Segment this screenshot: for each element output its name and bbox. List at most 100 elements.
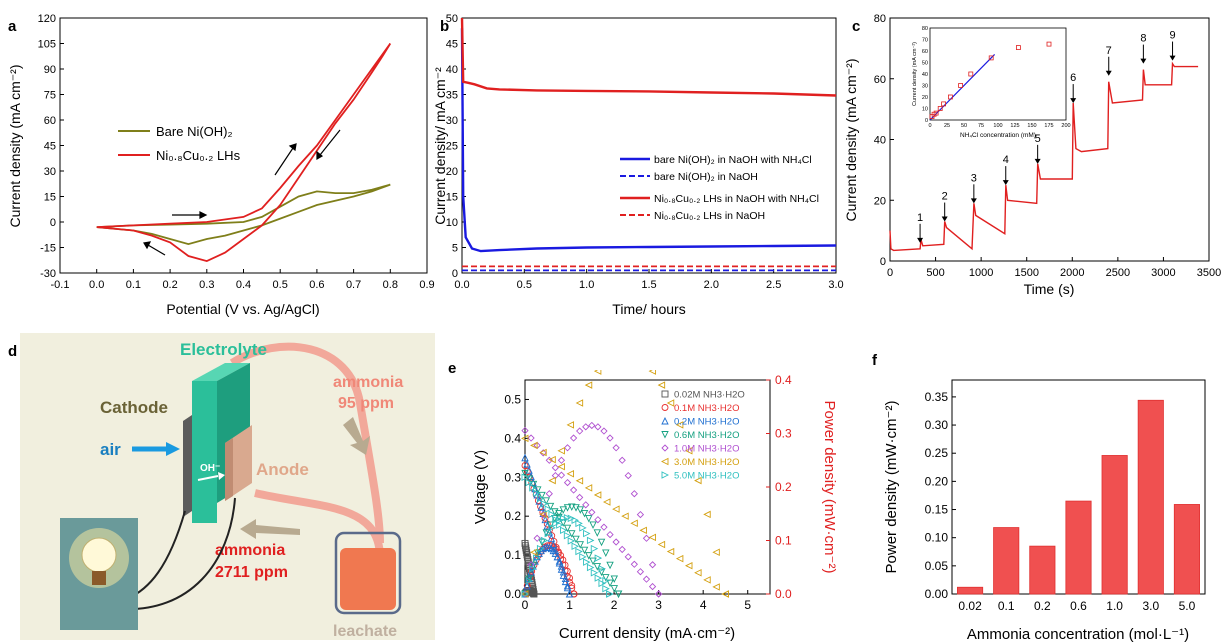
x-tick-label: 0.8 <box>383 279 398 291</box>
y2-tick-label: 0.4 <box>775 373 792 387</box>
chart-a: -0.1 0.0 0.1 0.2 0.3 0.4 0.5 0.6 0.7 0.8 0.9 -30 -15… <box>7 13 435 317</box>
x-tick-label: 0.3 <box>199 279 214 291</box>
power-point-5 <box>624 471 632 480</box>
inset-point <box>1046 41 1052 47</box>
inset-point <box>937 106 943 111</box>
wire-anode <box>119 497 236 611</box>
voltage-point-7 <box>548 510 556 519</box>
voltage-point-3 <box>537 503 545 511</box>
power-point-5 <box>588 421 596 430</box>
step-label: 7 <box>1106 45 1112 57</box>
voltage-point-2 <box>559 561 567 569</box>
power-point-5 <box>576 427 584 435</box>
bulb-icon <box>81 537 117 573</box>
voltage-point-6 <box>639 526 647 535</box>
voltage-point-6 <box>612 505 620 513</box>
x-tick-label: 2 <box>611 598 618 612</box>
chart-c-lines <box>889 61 1199 252</box>
chart-b-frame <box>461 17 837 274</box>
voltage-point-7 <box>586 563 595 572</box>
x-tick-label: 0.5 <box>273 279 288 291</box>
y-tick-label: -30 <box>40 268 56 280</box>
voltage-point-2 <box>521 462 529 470</box>
power-point-5 <box>527 561 535 569</box>
voltage-point-2 <box>537 503 545 510</box>
flow-arrow-in <box>240 519 300 539</box>
legend-a-label-1: Bare Ni(OH)₂ <box>156 124 233 139</box>
flow-arrow-out <box>343 417 370 455</box>
legend-e-marker-4 <box>661 431 669 439</box>
voltage-point-4 <box>597 568 606 577</box>
y-tick-label: 0.0 <box>504 587 521 601</box>
step-arrow-head <box>941 216 948 222</box>
chart-e-legend: 0.02M NH3·H2O 0.1M NH3·H2O 0.2M NH3·H2O 0.6… <box>674 390 745 482</box>
inset-point <box>968 71 974 77</box>
power-point-3 <box>561 574 570 582</box>
y-tick-label: 90 <box>44 64 56 76</box>
axis-c-xlabel: Time (s) <box>1024 281 1075 297</box>
voltage-point-6 <box>520 434 529 443</box>
anode-plate-front <box>225 438 233 501</box>
electrolyte-block-top <box>192 363 250 381</box>
ammonia-tube-return <box>254 489 384 559</box>
voltage-point-5 <box>606 530 614 539</box>
voltage-point-5 <box>582 501 590 509</box>
y-tick-label: 0.35 <box>925 390 949 404</box>
power-point-7 <box>563 514 572 522</box>
voltage-point-7 <box>602 584 610 593</box>
x-tick-label: 0.6 <box>309 279 324 291</box>
power-point-3 <box>551 549 560 557</box>
y-tick-label: 0.5 <box>504 392 521 406</box>
power-point-3 <box>557 562 566 570</box>
bar-0.6 <box>1065 500 1092 595</box>
voltage-point-6 <box>557 462 565 471</box>
electrolyte-block <box>192 381 217 523</box>
voltage-point-2 <box>548 532 556 540</box>
step-label: 1 <box>917 212 923 224</box>
x-tick-label: 0.9 <box>419 279 434 291</box>
x-tick-label: 0.1 <box>998 599 1015 613</box>
voltage-point-3 <box>523 460 531 468</box>
series-c-1 <box>889 61 1199 252</box>
power-point-7 <box>579 524 587 532</box>
y-tick-label: 0.1 <box>504 548 521 562</box>
inset-x-tick-label: 75 <box>978 123 984 129</box>
x-tick-label: 0.2 <box>162 279 177 291</box>
power-point-5 <box>618 456 626 464</box>
voltage-point-7 <box>525 478 533 487</box>
inset-point <box>958 83 963 88</box>
chart-b-ticks: 0.0 0.5 1.0 1.5 2.0 2.5 3.0 0 5 10 15 20 25 30 35 40 45 5… <box>446 13 844 291</box>
bar-1.0 <box>1101 455 1128 595</box>
voltage-point-7 <box>579 553 587 561</box>
inset-y-tick-label: 0 <box>925 118 928 124</box>
y-tick-label: 0.2 <box>504 509 521 523</box>
voltage-point-3 <box>547 534 556 542</box>
voltage-point-7 <box>563 531 572 540</box>
power-point-6 <box>712 548 720 556</box>
inset-x-tick-label: 100 <box>993 123 1002 129</box>
power-point-3 <box>523 581 531 590</box>
power-point-7 <box>598 565 606 573</box>
step-arrow-head <box>1169 55 1176 61</box>
inset-y-tick-label: 50 <box>922 61 928 67</box>
legend-e-marker-1 <box>661 390 669 398</box>
inset-y-tick-label: 10 <box>922 107 928 113</box>
x-tick-label: 5 <box>744 598 751 612</box>
power-point-7 <box>586 536 595 545</box>
x-tick-label: 4 <box>700 598 707 612</box>
series-a-1 <box>96 183 391 246</box>
power-point-5 <box>654 590 663 598</box>
x-tick-label: 0.5 <box>517 279 532 291</box>
inset-point <box>1015 45 1021 50</box>
y-tick-label: -15 <box>40 243 56 255</box>
voltage-point-6 <box>675 554 684 563</box>
x-tick-label: 0 <box>887 267 893 279</box>
voltage-point-5 <box>624 553 632 561</box>
chart-b: 0.0 0.5 1.0 1.5 2.0 2.5 3.0 0 5 10 15 20 25 30 35 40 45 5… <box>432 13 844 317</box>
y-tick-label: 35 <box>446 90 458 102</box>
cathode-plate <box>183 415 192 517</box>
y-tick-label: 20 <box>874 195 886 207</box>
chart-e: 0 1 2 3 4 50.00.10.20.30.40.50.00.10.20.30.4 … <box>472 370 838 642</box>
y-tick-label: 15 <box>446 192 458 204</box>
